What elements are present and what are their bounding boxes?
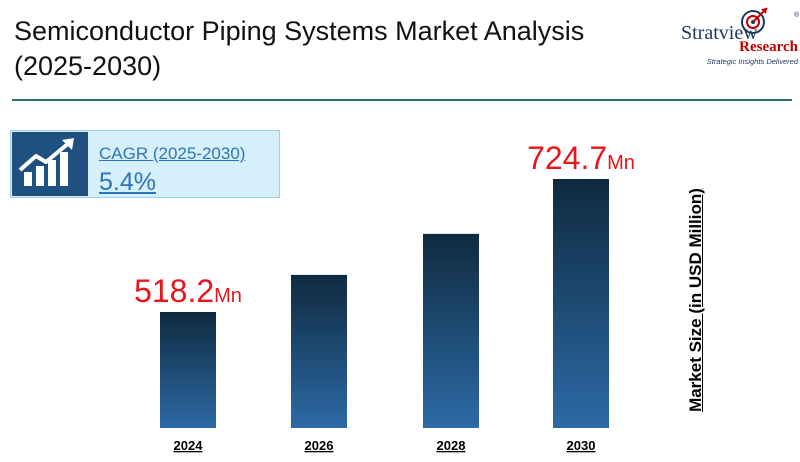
x-tick-label: 2030 — [567, 438, 596, 453]
x-tick-label: 2024 — [174, 438, 204, 453]
data-label-value: 724.7 — [527, 140, 607, 176]
bar-2030 — [553, 179, 609, 428]
bar-chart-growth-icon — [12, 132, 88, 196]
header-divider — [12, 99, 792, 101]
data-label: 724.7Mn — [527, 140, 635, 176]
cagr-callout: CAGR (2025-2030) 5.4% — [10, 130, 280, 198]
title-line-1: Semiconductor Piping Systems Market Anal… — [14, 16, 585, 46]
data-label-unit: Mn — [607, 152, 635, 174]
logo-word-primary: Stratview — [681, 22, 758, 44]
data-label-value: 518.2 — [134, 273, 214, 309]
x-tick-label: 2026 — [305, 438, 334, 453]
page-title: Semiconductor Piping Systems Market Anal… — [14, 14, 614, 84]
cagr-label: CAGR (2025-2030) — [99, 144, 246, 163]
target-arrow-icon — [741, 7, 768, 34]
data-label: 518.2Mn — [134, 273, 242, 309]
bar-2028 — [423, 233, 479, 428]
data-label-unit: Mn — [214, 285, 242, 307]
logo-word-secondary: Research — [739, 39, 798, 55]
cagr-value: 5.4% — [99, 168, 156, 196]
logo-tagline: Strategic Insights Delivered — [706, 57, 798, 66]
brand-logo: Stratview ® Research Strategic Insights … — [660, 6, 800, 68]
title-line-2: (2025-2030) — [14, 51, 162, 81]
x-tick-label: 2028 — [437, 438, 466, 453]
bar-2026 — [291, 274, 347, 428]
registered-mark: ® — [794, 12, 800, 19]
bar-2024 — [160, 312, 216, 428]
y-axis-label: Market Size (in USD Million) — [686, 188, 705, 412]
